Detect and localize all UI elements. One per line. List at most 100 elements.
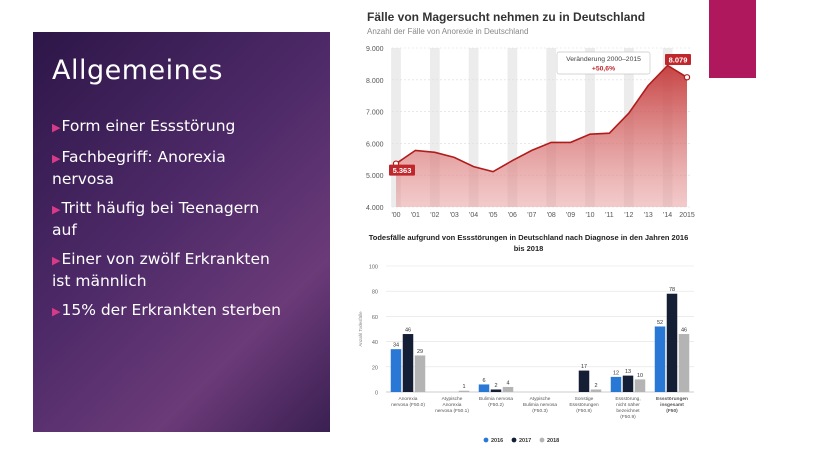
triangle-right-icon: ▶ bbox=[52, 203, 61, 216]
y-tick-label: 40 bbox=[372, 340, 378, 346]
bar-value-label: 17 bbox=[581, 364, 587, 370]
triangle-right-icon: ▶ bbox=[52, 254, 61, 267]
x-tick-label: '13 bbox=[644, 212, 653, 218]
x-tick-label: '14 bbox=[663, 212, 672, 218]
x-category-label: Bulimia nervosa bbox=[479, 396, 513, 402]
x-tick-label: '02 bbox=[430, 212, 439, 218]
bar bbox=[678, 334, 690, 392]
value-label-bg bbox=[389, 164, 415, 176]
bar-value-label: 4 bbox=[506, 380, 509, 386]
bar-value-label: 29 bbox=[417, 349, 423, 355]
x-category-label: nervosa (F50.1) bbox=[435, 408, 469, 414]
y-tick-label: 4.000 bbox=[366, 205, 384, 212]
x-category-label: Essstörungen bbox=[569, 402, 599, 408]
chart2-title: Todesfälle aufgrund von Essstörungen in … bbox=[368, 233, 689, 253]
annotation-line2: +50,6% bbox=[592, 66, 615, 73]
x-tick-label: '09 bbox=[566, 212, 575, 218]
y-tick-label: 60 bbox=[372, 315, 378, 321]
bar-value-label: 12 bbox=[613, 370, 619, 376]
x-tick-label: '04 bbox=[469, 212, 478, 218]
bar-value-label: 6 bbox=[482, 378, 485, 384]
chart1-subtitle: Anzahl der Fälle von Anorexie in Deutsch… bbox=[367, 27, 529, 36]
y-tick-label: 8.000 bbox=[366, 78, 384, 85]
bar bbox=[402, 334, 414, 392]
x-category-label: (F50.3) bbox=[532, 408, 548, 414]
y-axis-label: Anzahl Todesfälle bbox=[358, 311, 363, 347]
legend-label: 2017 bbox=[519, 438, 531, 444]
bar bbox=[478, 384, 490, 392]
bullet-item: ▶15% der Erkrankten sterben bbox=[52, 300, 282, 322]
bar-value-label: 46 bbox=[405, 328, 411, 334]
bullet-text: Fachbegriff: Anorexia nervosa bbox=[52, 148, 226, 188]
bullet-text: Form einer Essstörung bbox=[61, 117, 236, 135]
x-category-label: Bulimia nervosa bbox=[523, 402, 557, 408]
bullet-text: Einer von zwölf Erkrankten ist männlich bbox=[52, 250, 270, 290]
deaths-chart: Todesfälle aufgrund von Essstörungen in … bbox=[356, 224, 701, 454]
annotation-line1: Veränderung 2000–2015 bbox=[566, 56, 641, 63]
bullet-item: ▶Fachbegriff: Anorexia nervosa bbox=[52, 147, 282, 189]
bullet-item: ▶Form einer Essstörung bbox=[52, 116, 282, 138]
chart1-plot: 4.000 5.000 6.000 7.000 8.000 9.000 '00 '01 '02 '… bbox=[366, 46, 695, 218]
y-tick-label: 20 bbox=[372, 365, 378, 371]
bar-value-label: 78 bbox=[669, 287, 675, 293]
x-tick-label: '03 bbox=[450, 212, 459, 218]
annotation-box bbox=[556, 51, 651, 75]
bullet-text: Tritt häufig bei Teenagern auf bbox=[52, 199, 260, 239]
x-category-label: Anorexia bbox=[443, 402, 462, 408]
bullet-item: ▶Tritt häufig bei Teenagern auf bbox=[52, 198, 282, 240]
triangle-right-icon: ▶ bbox=[52, 152, 61, 165]
x-category-label: bezeichnet bbox=[616, 408, 640, 414]
x-category-label: insgesamt bbox=[660, 402, 684, 408]
x-category-label: Essstörungen bbox=[656, 396, 688, 402]
value-label-bg bbox=[665, 54, 691, 65]
bar bbox=[502, 386, 514, 392]
y-tick-label: 6.000 bbox=[366, 141, 384, 148]
x-category-label: Atypische bbox=[442, 396, 463, 402]
bar bbox=[590, 389, 602, 392]
anorexia-cases-chart: Fälle von Magersucht nehmen zu in Deutsc… bbox=[359, 2, 699, 218]
legend-label: 2016 bbox=[491, 438, 503, 444]
bar bbox=[490, 389, 502, 392]
slide-title: Allgemeines bbox=[52, 55, 223, 86]
bar-value-label: 52 bbox=[657, 320, 663, 326]
bar-value-label: 2 bbox=[494, 383, 497, 389]
x-category-label: (F50.9) bbox=[620, 414, 636, 420]
legend-label: 2018 bbox=[547, 438, 559, 444]
legend-marker bbox=[511, 437, 517, 443]
x-tick-label: '05 bbox=[488, 212, 497, 218]
column-band bbox=[585, 48, 595, 207]
bullet-list: ▶Form einer Essstörung ▶Fachbegriff: Ano… bbox=[52, 116, 282, 331]
value-label-last: 8.079 bbox=[669, 56, 688, 65]
x-tick-label: '06 bbox=[508, 212, 517, 218]
bar bbox=[390, 349, 402, 392]
bar bbox=[622, 375, 634, 392]
bullet-text: 15% der Erkrankten sterben bbox=[61, 301, 281, 319]
legend-marker bbox=[483, 437, 489, 443]
x-category-label: nervosa (F50.0) bbox=[391, 402, 425, 408]
bar bbox=[634, 379, 646, 392]
bar bbox=[610, 376, 622, 392]
bar-value-label: 34 bbox=[393, 343, 399, 349]
chart1-title: Fälle von Magersucht nehmen zu in Deutsc… bbox=[367, 10, 646, 24]
x-tick-label: '12 bbox=[624, 212, 633, 218]
accent-bar bbox=[709, 0, 756, 78]
bar bbox=[414, 355, 426, 392]
bar-value-label: 13 bbox=[625, 369, 631, 375]
series-line bbox=[395, 64, 688, 173]
x-tick-label: 2015 bbox=[679, 212, 695, 218]
bar bbox=[666, 293, 678, 392]
x-tick-label: '01 bbox=[411, 212, 420, 218]
data-point-end bbox=[683, 74, 691, 81]
area-fill bbox=[396, 65, 687, 207]
y-tick-label: 9.000 bbox=[366, 46, 384, 53]
bar-value-label: 1 bbox=[462, 384, 465, 390]
x-category-label: (F50.2) bbox=[488, 402, 504, 408]
bar-value-label: 10 bbox=[637, 373, 643, 379]
x-tick-label: '00 bbox=[391, 212, 400, 218]
x-category-label: Essstörung, bbox=[615, 396, 640, 402]
legend-marker bbox=[539, 437, 545, 443]
y-tick-label: 80 bbox=[372, 290, 378, 296]
x-category-label: Anorexia bbox=[399, 396, 418, 402]
y-tick-label: 5.000 bbox=[366, 173, 384, 180]
